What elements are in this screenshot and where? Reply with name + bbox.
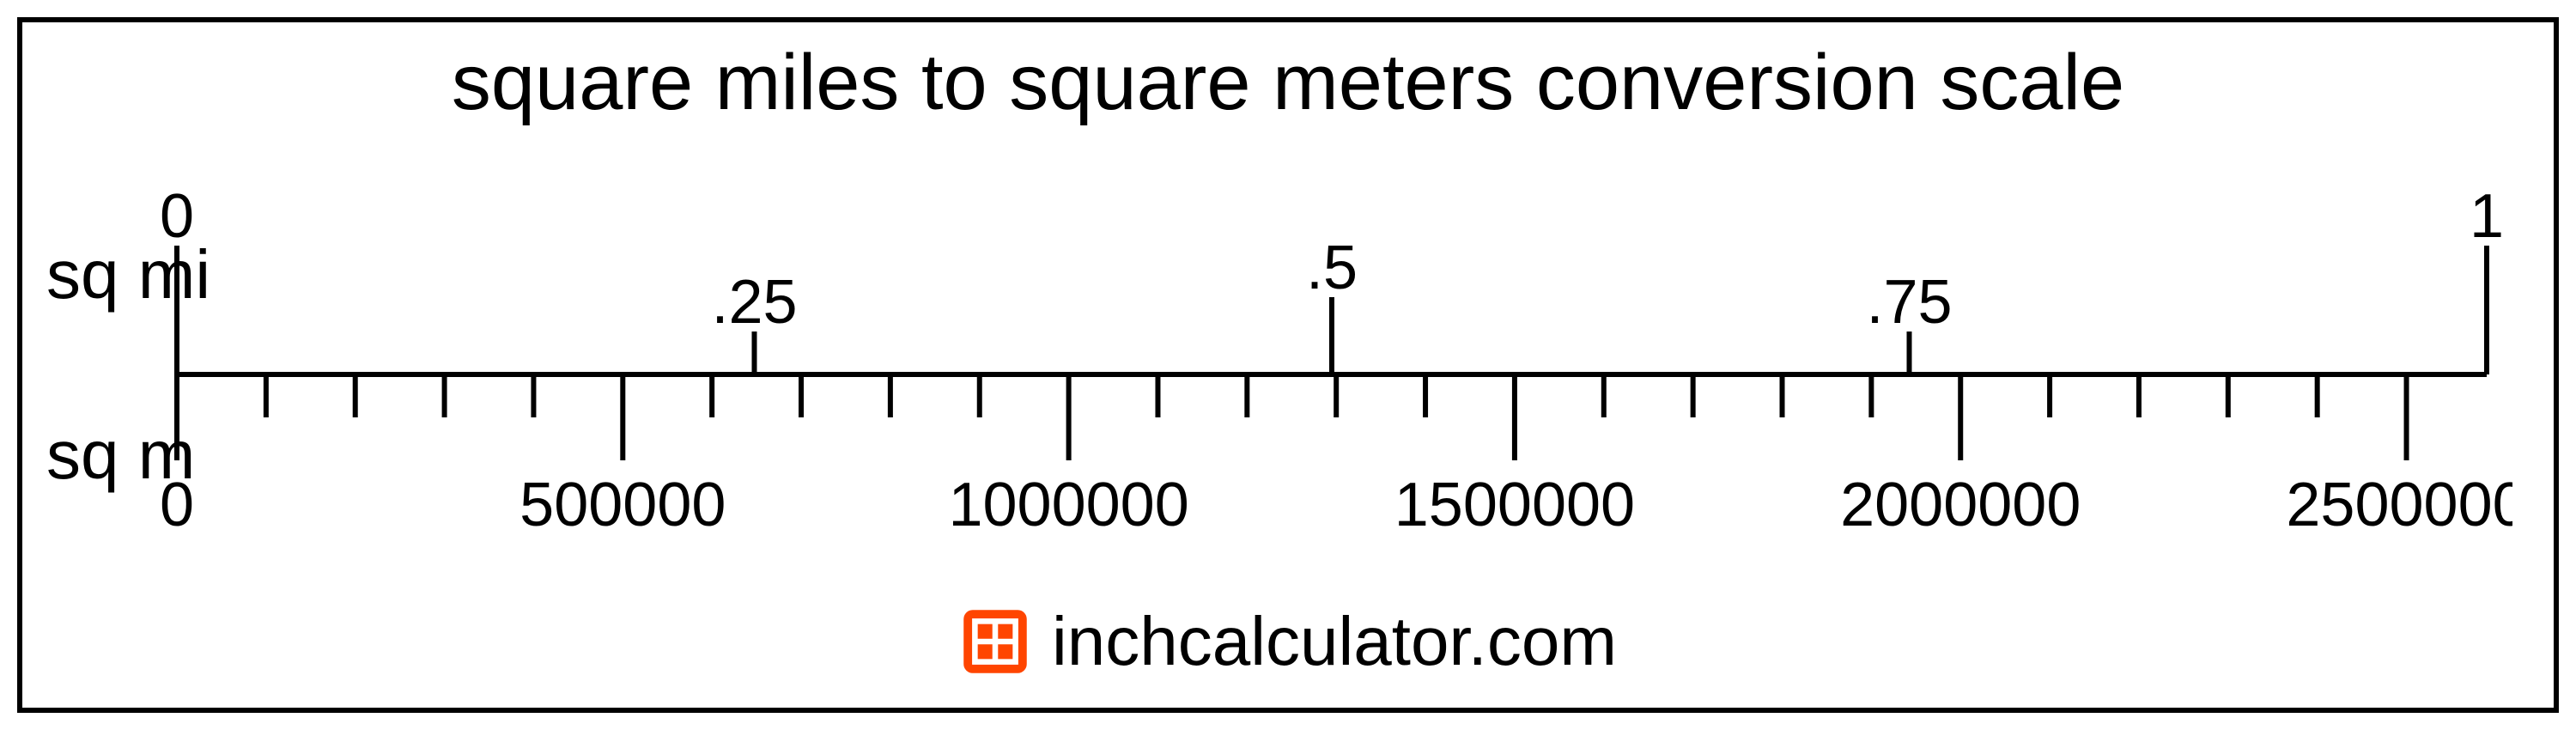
svg-text:2000000: 2000000 — [1840, 471, 2081, 539]
svg-text:0: 0 — [160, 471, 194, 539]
svg-text:.25: .25 — [711, 268, 797, 337]
diagram-title: square miles to square meters conversion… — [22, 38, 2554, 128]
svg-text:0: 0 — [160, 182, 194, 251]
footer-text: inchcalculator.com — [1052, 602, 1617, 681]
diagram-frame: square miles to square meters conversion… — [17, 17, 2559, 713]
svg-text:2500000: 2500000 — [2286, 471, 2512, 539]
footer: inchcalculator.com — [22, 602, 2554, 682]
svg-text:1500000: 1500000 — [1394, 471, 1635, 539]
svg-text:1000000: 1000000 — [948, 471, 1188, 539]
conversion-scale: 0.25.5.751050000010000001500000200000025… — [151, 151, 2512, 512]
svg-text:1: 1 — [2470, 182, 2504, 251]
svg-text:.5: .5 — [1306, 234, 1358, 302]
calculator-icon — [959, 605, 1031, 678]
svg-text:500000: 500000 — [519, 471, 726, 539]
scale-svg: 0 .25 .5 .75 1 0 500000 1000000 1500000 2000000 25… — [151, 151, 2512, 546]
svg-text:.75: .75 — [1866, 268, 1952, 337]
